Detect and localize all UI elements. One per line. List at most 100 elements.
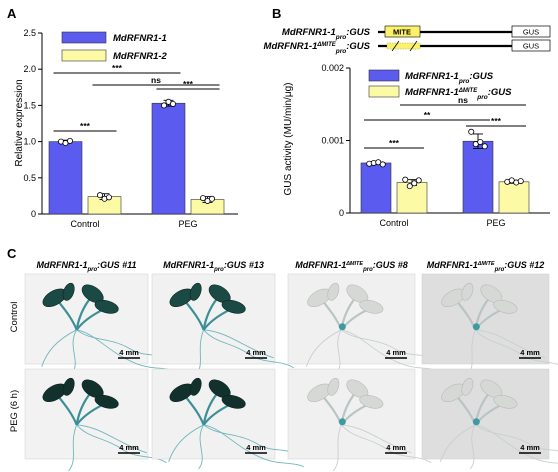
- scale-bar-label: 4 mm: [246, 348, 266, 357]
- mite-label: MITE: [393, 28, 411, 37]
- chart-a-data-point: [97, 192, 104, 199]
- chart-a-bars: [48, 98, 225, 215]
- chart-a-significance-label: ***: [183, 79, 194, 89]
- scale-bar-label: 4 mm: [386, 443, 406, 452]
- legend-label-mdrfnr1-1: MdRFNR1-1: [113, 33, 167, 44]
- seedling-photo: 4 mm: [24, 273, 177, 375]
- panel-label-b: B: [272, 6, 281, 21]
- chart-b-data-point: [415, 177, 422, 184]
- chart-a-ytick-label: 0.5: [23, 173, 36, 183]
- seedling-stem: [75, 308, 104, 331]
- chart-b-ytick-label: 0.002: [321, 63, 344, 73]
- seedling-leaf: [62, 282, 75, 301]
- seedling-photo: 4 mm: [24, 368, 167, 472]
- row-label-control: Control: [9, 302, 20, 333]
- gus-label-full: GUS: [523, 28, 539, 37]
- chart-b-data-point: [379, 161, 386, 168]
- seedling-leaf: [94, 299, 119, 314]
- seedling-photo: 4 mm: [151, 368, 304, 470]
- chart-b-ytick-label: 0.001: [321, 136, 344, 146]
- legend-swatch-mdrfnr1-2: [61, 49, 107, 62]
- seedling-root: [475, 424, 558, 452]
- mite-box: [384, 25, 421, 38]
- chart-b-data-point: [468, 128, 475, 135]
- seedling-root: [203, 424, 296, 456]
- chart-a: Relative expression 0 0.5 1.0 1.5 2.0 2.5 Cont…: [14, 28, 238, 229]
- chart-a-bar: [48, 141, 83, 215]
- panel-label-a: A: [7, 6, 17, 21]
- seedling-photo: 4 mm: [421, 368, 558, 470]
- chart-b-ytick-label: 0: [339, 208, 344, 218]
- chart-b-data-point: [406, 183, 413, 190]
- seedling-root: [198, 424, 205, 470]
- seedling-root: [341, 424, 412, 454]
- seedling-root: [474, 329, 558, 365]
- seedling-stem: [75, 392, 92, 425]
- chart-a-ytick-label: 2.0: [23, 64, 36, 74]
- chart-a-significance-label: ***: [112, 63, 123, 73]
- chart-b-bar: [360, 162, 392, 214]
- construct-label-full: MdRFNR1-1pro:GUS: [282, 27, 371, 41]
- seedling-leaf: [221, 394, 246, 409]
- chart-a-ytick-label: 2.5: [23, 28, 36, 38]
- seedling-photo: 4 mm: [151, 273, 294, 377]
- seedling-root: [203, 329, 294, 369]
- chart-a-ylabel: Relative expression: [14, 79, 25, 166]
- seedling-leaf: [327, 377, 340, 396]
- chart-a-xtick-label: PEG: [178, 219, 197, 229]
- seedling-root: [168, 424, 204, 462]
- legend-swatch-deletion-promoter: [368, 85, 400, 98]
- chart-b-data-point: [481, 143, 488, 150]
- chart-b-significance-label: ***: [389, 138, 400, 148]
- chart-b-bar: [462, 140, 494, 214]
- gus-stain-spot: [472, 323, 480, 331]
- chart-b-bar: [498, 181, 530, 214]
- chart-a-significance-label: ns: [151, 75, 161, 85]
- seedling-root: [203, 329, 274, 359]
- seedling-root: [203, 424, 304, 468]
- chart-b: GUS activity (MU/min/μg) 0 0.001 0.002 Cont…: [283, 63, 550, 228]
- chart-b-significance-label: ns: [458, 95, 468, 105]
- seedling-stem: [184, 396, 205, 426]
- deletion-mark-right: [409, 40, 418, 52]
- scale-bar-label: 4 mm: [119, 443, 139, 452]
- chart-b-xtick-label: PEG: [486, 218, 505, 228]
- chart-b-legend: MdRFNR1-1pro:GUS MdRFNR1-1ΔMITEpro:GUS: [368, 69, 512, 101]
- legend-label-full-promoter: MdRFNR1-1pro:GUS: [405, 71, 494, 85]
- chart-a-ytick-label: 0: [31, 209, 36, 219]
- scale-bar-label: 4 mm: [520, 443, 540, 452]
- legend-swatch-full-promoter: [368, 69, 400, 82]
- photo-column-title: MdRFNR1-1ΔMITEpro:GUS #12: [427, 260, 545, 273]
- seedling-leaf: [493, 299, 518, 314]
- legend-label-deletion-promoter: MdRFNR1-1ΔMITEpro:GUS: [405, 87, 512, 101]
- seedling-root: [340, 424, 432, 464]
- chart-a-significance: *** *** *** ns: [53, 63, 220, 132]
- chart-b-data-point: [517, 178, 524, 185]
- construct-label-deletion: MdRFNR1-1ΔMITEpro:GUS: [264, 41, 371, 55]
- legend-swatch-mdrfnr1-1: [61, 31, 107, 44]
- row-label-peg: PEG (6 h): [9, 390, 20, 432]
- chart-a-data-point: [160, 102, 167, 109]
- seedling-leaf: [359, 394, 384, 409]
- gus-box-full: [511, 25, 551, 38]
- seedling-photo: 4 mm: [287, 368, 432, 472]
- photo-column-titles: MdRFNR1-1pro:GUS #11 MdRFNR1-1pro:GUS #13…: [36, 260, 544, 273]
- seedling-stem: [202, 308, 231, 331]
- chart-a-ytick-label: 1.0: [23, 137, 36, 147]
- scale-bar-label: 4 mm: [119, 348, 139, 357]
- chart-b-bars: [360, 128, 530, 214]
- photo-panel: MdRFNR1-1pro:GUS #11 MdRFNR1-1pro:GUS #13…: [9, 260, 558, 472]
- seedling-leaf: [94, 394, 119, 409]
- seedling-leaf: [189, 282, 202, 301]
- seedling-leaf: [493, 394, 518, 409]
- chart-a-data-point: [67, 137, 74, 144]
- seedling-leaf: [189, 377, 202, 396]
- seedling-root: [332, 424, 342, 472]
- seedling-photo: 4 mm: [421, 273, 558, 377]
- chart-a-significance-label: ***: [80, 121, 91, 131]
- chart-b-significance-label: ***: [491, 116, 502, 126]
- seedling-leaf: [359, 299, 384, 314]
- scale-bar-label: 4 mm: [246, 443, 266, 452]
- chart-b-data-point: [402, 176, 409, 183]
